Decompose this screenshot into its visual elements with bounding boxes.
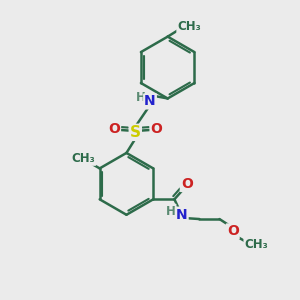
Text: S: S (130, 125, 141, 140)
Text: H: H (166, 205, 176, 218)
Text: CH₃: CH₃ (244, 238, 268, 250)
Text: O: O (181, 177, 193, 191)
Text: O: O (108, 122, 120, 136)
Text: O: O (227, 224, 239, 239)
Text: H: H (136, 92, 146, 104)
Text: CH₃: CH₃ (177, 20, 201, 33)
Text: CH₃: CH₃ (72, 152, 95, 165)
Text: N: N (176, 208, 188, 222)
Text: O: O (151, 122, 162, 136)
Text: N: N (144, 94, 156, 108)
